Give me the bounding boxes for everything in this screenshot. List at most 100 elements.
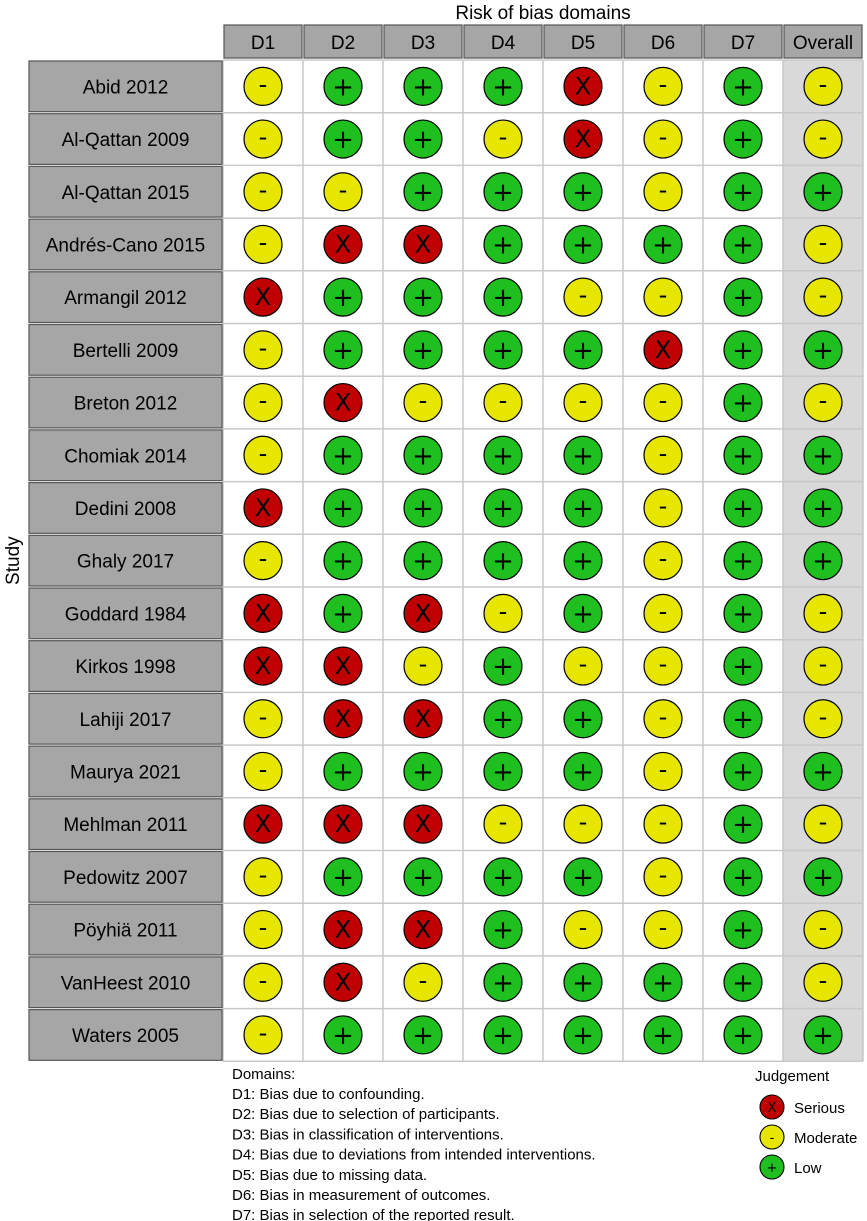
domain-description: D7: Bias in selection of the reported re… [232,1207,515,1221]
column-header-box [303,24,383,59]
domain-description: D1: Bias due to confounding. [232,1086,425,1103]
judgement-symbol: + [572,1021,594,1051]
judgement-circle-moderate [323,172,363,212]
judgement-circle-low [723,593,763,633]
judgement-symbol: - [659,703,668,731]
judgement-symbol: - [819,808,828,836]
judgement-circle-low [563,857,603,897]
judgement-symbol: - [659,861,668,889]
judgement-symbol: + [652,230,674,260]
judgement-symbol: + [732,441,754,471]
judgement-symbol: + [812,547,834,577]
judgement-symbol: - [819,228,828,256]
judgement-circle-low [563,172,603,212]
judgement-symbol: + [732,599,754,629]
judgement-circle-low [483,172,523,212]
judgement-symbol: - [659,176,668,204]
judgement-circle-serious [403,224,443,265]
study-label: Armangil 2012 [64,288,187,309]
study-label: Waters 2005 [72,1026,179,1047]
judgement-symbol: + [732,389,754,419]
judgement-symbol: - [579,387,588,415]
column-header-box [463,24,543,59]
judgement-symbol: - [659,545,668,573]
judgement-symbol: + [652,1021,674,1051]
study-label: VanHeest 2010 [61,973,191,994]
judgement-circle-low [803,172,843,212]
judgement-circle-low [563,593,603,633]
judgement-circle-low [323,541,363,581]
judgement-circle-serious [323,224,363,265]
judgement-symbol: + [732,125,754,155]
judgement-symbol: + [732,547,754,577]
study-label: Pedowitz 2007 [63,868,188,889]
judgement-symbol: - [659,650,668,678]
column-header-box [543,24,623,59]
study-label: Al-Qattan 2009 [62,130,190,151]
judgement-symbol: - [579,808,588,836]
column-header-label: D6 [651,33,675,54]
judgement-circle-low [483,751,523,792]
judgement-circle-moderate [483,593,523,633]
judgement-symbol: + [492,72,514,102]
judgement-circle-low [563,541,603,581]
judgement-symbol: - [579,914,588,942]
judgement-symbol: - [259,439,268,467]
judgement-circle-moderate [403,962,443,1002]
judgement-circle-moderate [243,1015,283,1055]
judgement-symbol: - [819,966,828,994]
judgement-symbol: + [332,441,354,471]
judgement-circle-moderate [803,699,843,739]
judgement-symbol: + [732,283,754,313]
judgement-symbol: - [259,966,268,994]
domain-description: D5: Bias due to missing data. [232,1167,427,1184]
judgement-circle-moderate [803,909,843,950]
judgement-symbol: + [732,652,754,682]
domain-description: D4: Bias due to deviations from intended… [232,1147,596,1164]
judgement-circle-low [563,488,603,528]
judgement-circle-low [483,224,523,265]
legend-symbol: X [768,1101,777,1116]
judgement-circle-moderate [643,277,683,317]
judgement-symbol: + [812,494,834,524]
judgement-symbol: - [659,597,668,625]
judgement-circle-low [403,330,443,370]
judgement-symbol: + [732,178,754,208]
judgement-symbol: X [255,599,271,627]
column-header-label: D2 [331,33,355,54]
judgement-symbol: X [335,968,351,996]
judgement-circle-low [403,857,443,897]
judgement-symbol: - [259,755,268,783]
judgement-symbol: X [415,916,431,944]
judgement-symbol: X [255,652,271,680]
judgement-circle-low [563,1015,603,1055]
judgement-circle-low [723,751,763,792]
study-label-box [28,903,223,956]
judgement-symbol: - [819,703,828,731]
judgement-circle-low [483,909,523,950]
study-label-box [28,376,223,429]
judgement-circle-low [563,751,603,792]
judgement-symbol: - [419,650,428,678]
judgement-symbol: - [259,861,268,889]
column-header-box [383,24,463,59]
judgement-symbol: - [579,650,588,678]
judgement-symbol: X [335,652,351,680]
judgement-circle-low [803,1015,843,1055]
judgement-symbol: + [732,810,754,840]
judgement-circle-moderate [643,435,683,475]
judgement-circle-serious [243,646,283,686]
judgement-symbol: + [732,705,754,735]
judgement-circle-moderate [803,66,843,106]
judgement-circle-low [483,541,523,581]
legend-circle-low [759,1154,785,1180]
judgement-symbol: + [412,336,434,366]
domains-title: Domains: [232,1066,295,1083]
judgement-circle-low [723,962,763,1002]
judgement-circle-serious [323,962,363,1002]
judgement-symbol: + [732,1021,754,1051]
judgement-symbol: + [492,1021,514,1051]
study-label-box [28,745,223,798]
judgement-symbol: - [659,70,668,98]
judgement-symbol: - [659,387,668,415]
